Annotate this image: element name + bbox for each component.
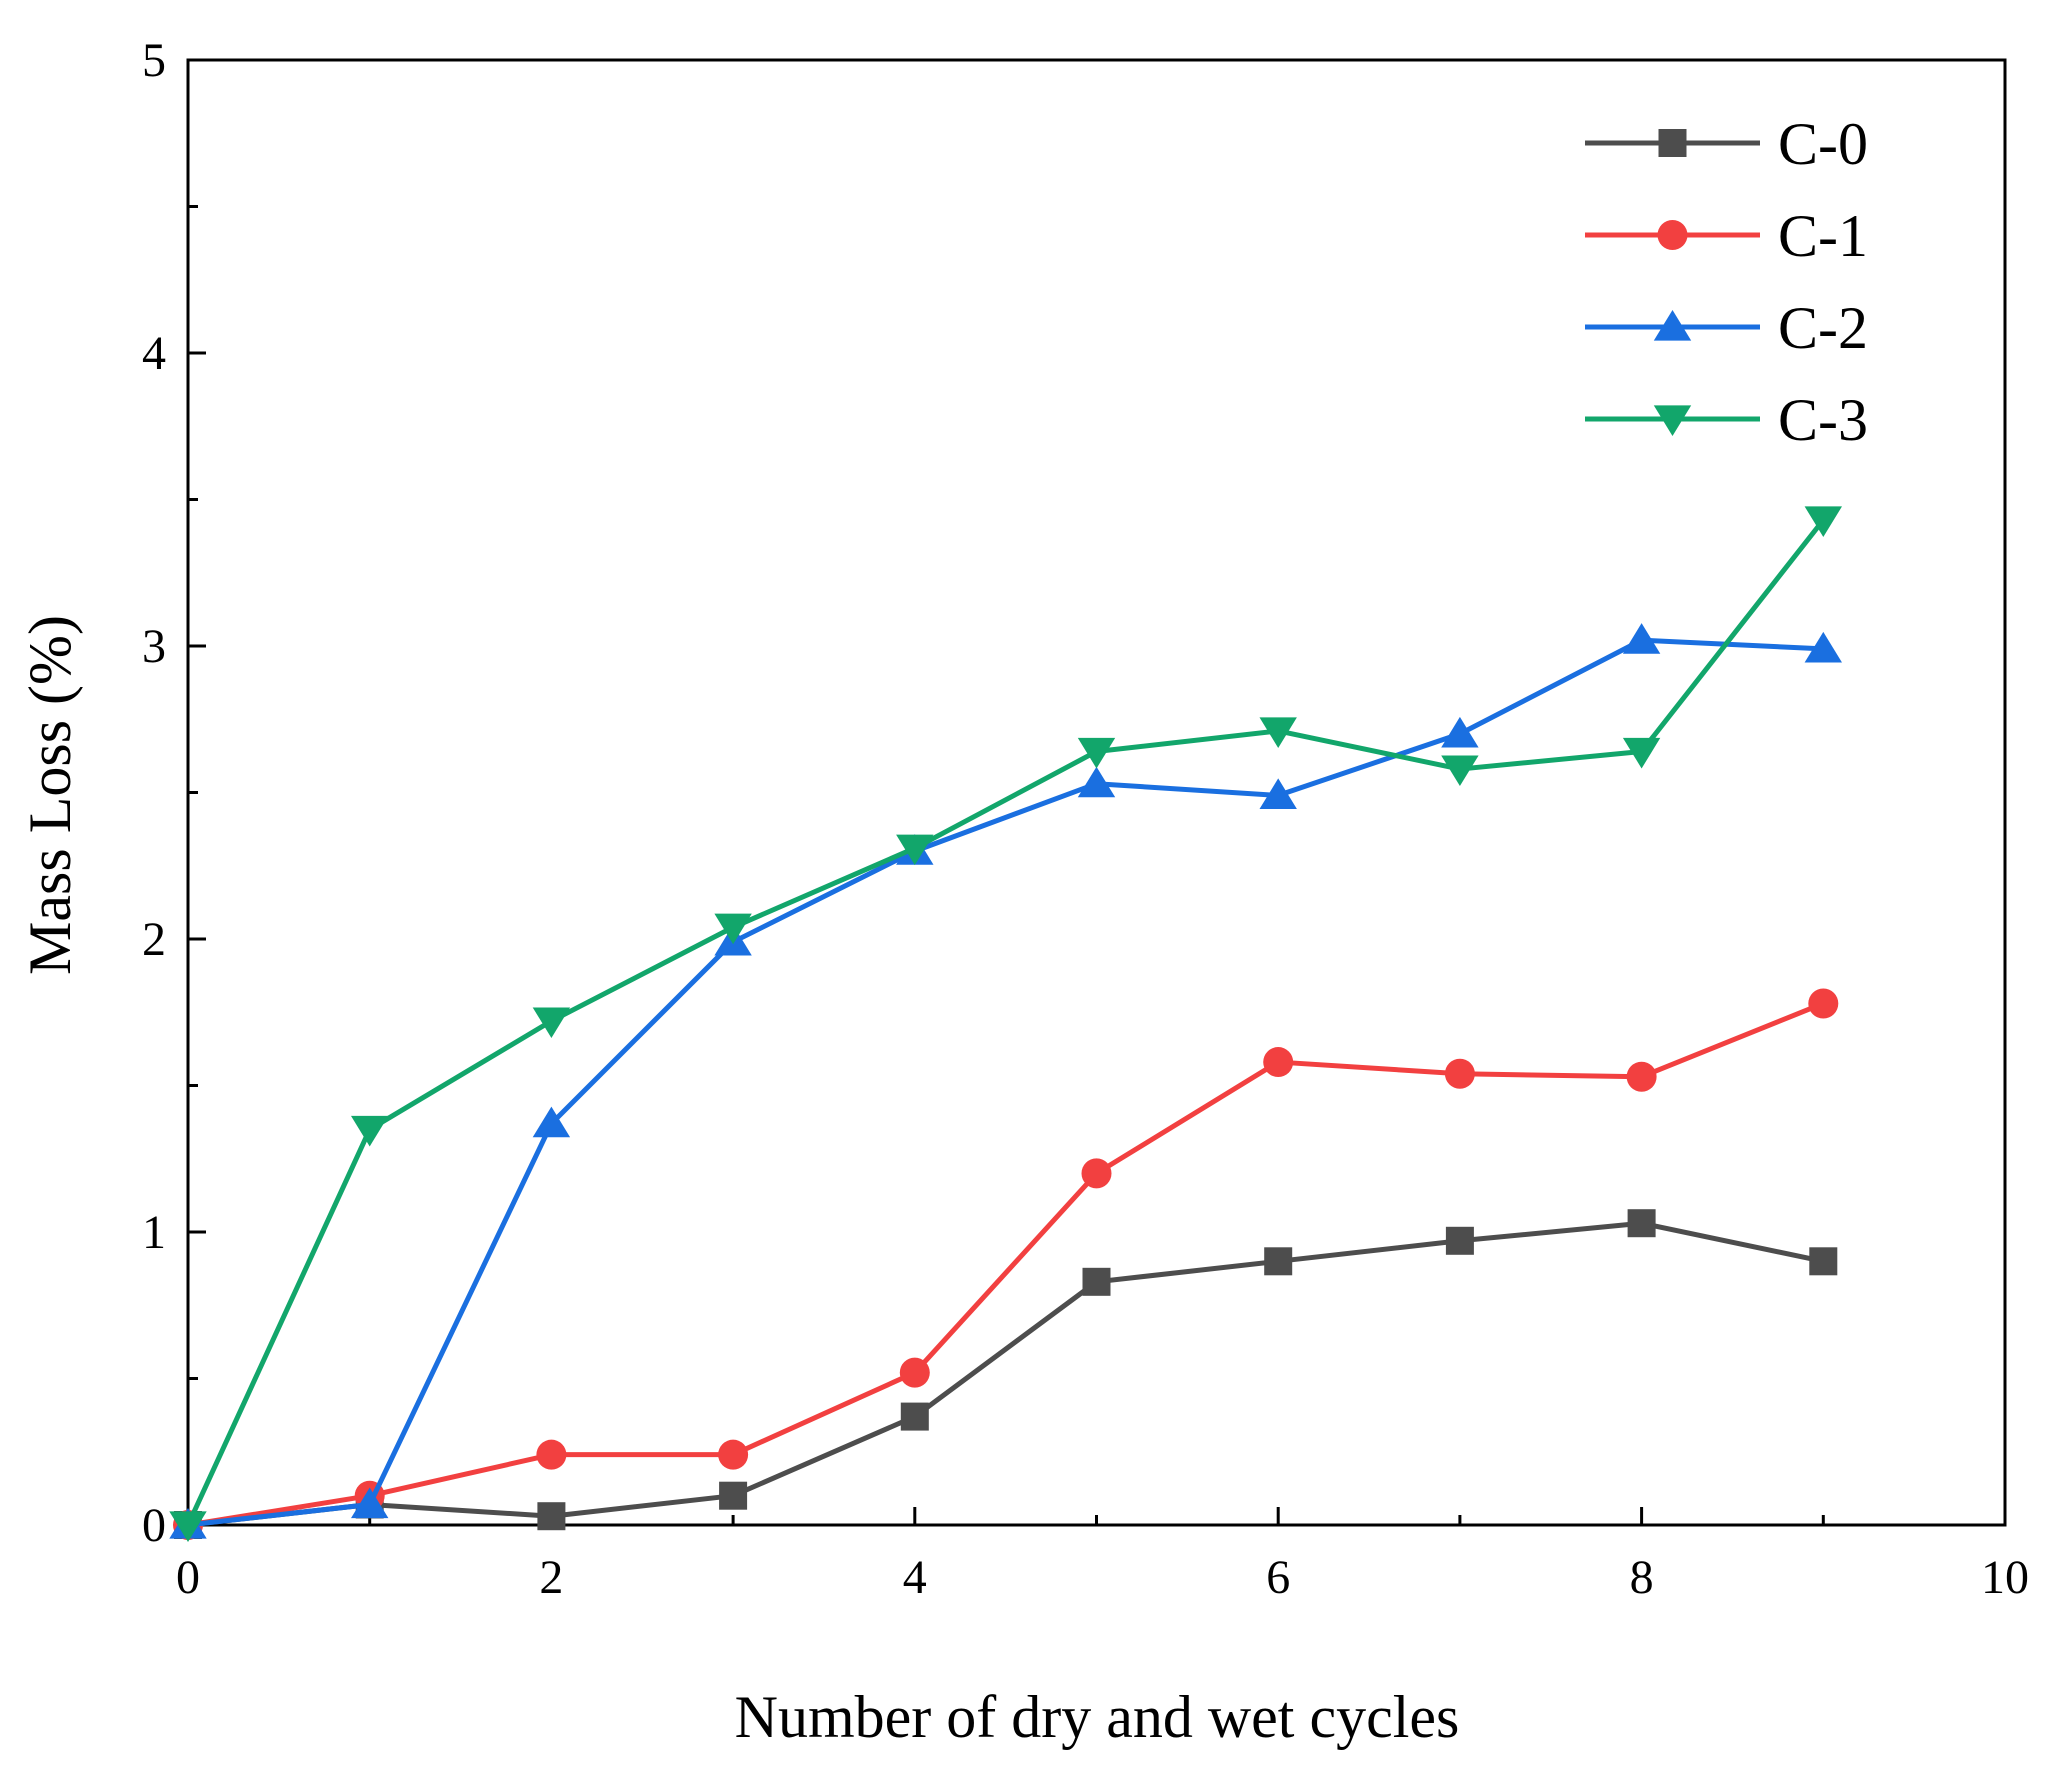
data-point	[532, 1106, 571, 1138]
data-point	[1444, 1058, 1475, 1089]
data-point	[1441, 755, 1479, 787]
series-layer	[169, 506, 1842, 1542]
data-point	[1259, 717, 1297, 748]
data-point	[537, 1502, 566, 1531]
x-tick-label: 2	[539, 1551, 563, 1604]
x-tick-label: 10	[1981, 1551, 2029, 1604]
data-point	[1264, 1247, 1293, 1276]
plot-area: 0 2 4 6 8 10 0 1 2 3 4 5	[142, 34, 2029, 1604]
data-point	[536, 1439, 567, 1470]
series-line	[187, 1001, 1825, 1528]
y-axis-title: Mass Loss (%)	[17, 615, 83, 975]
data-point	[1804, 631, 1842, 663]
data-point	[169, 1511, 207, 1542]
data-point	[1441, 716, 1479, 748]
legend-item-c-2: C-2	[1585, 295, 1868, 361]
data-point	[899, 1357, 930, 1388]
data-point	[1259, 778, 1297, 810]
data-point	[1808, 988, 1839, 1019]
data-point	[900, 1402, 929, 1431]
data-point	[1263, 1047, 1294, 1078]
series-c-1	[173, 988, 1839, 1540]
data-point	[1081, 1158, 1112, 1189]
data-point	[1077, 737, 1116, 769]
data-point	[1626, 1061, 1657, 1092]
data-point	[1804, 506, 1842, 538]
data-point	[351, 1487, 389, 1519]
y-tick-label: 0	[142, 1499, 166, 1552]
legend-marker	[1653, 405, 1692, 436]
data-point	[351, 1115, 389, 1147]
series-c-0	[174, 1209, 1838, 1539]
legend-marker	[1657, 220, 1688, 250]
data-point	[1622, 623, 1661, 654]
data-point	[532, 1007, 571, 1039]
series-c-3	[169, 506, 1842, 1542]
legend-item-c-1: C-1	[1585, 203, 1868, 269]
data-point	[1077, 766, 1116, 798]
series-c-2	[169, 623, 1842, 1539]
legend-item-c-3: C-3	[1585, 387, 1868, 453]
legend-label: C-3	[1778, 387, 1868, 453]
legend-marker	[1658, 129, 1687, 157]
data-point	[1445, 1226, 1474, 1255]
legend-item-c-0: C-0	[1585, 111, 1868, 177]
legend-label: C-0	[1778, 111, 1868, 177]
data-point	[1082, 1267, 1111, 1296]
legend-marker	[1653, 310, 1692, 341]
data-point	[1627, 1209, 1656, 1238]
data-point	[714, 913, 752, 945]
y-tick-label: 2	[142, 913, 166, 966]
legend: C-0 C-1 C-2 C-3	[1585, 111, 1868, 453]
x-tick-label: 4	[903, 1551, 927, 1604]
series-line	[185, 518, 1826, 1527]
series-line	[187, 637, 1824, 1528]
data-point	[719, 1481, 748, 1510]
data-point	[718, 1439, 749, 1470]
legend-label: C-2	[1778, 295, 1868, 361]
y-tick-label: 1	[142, 1206, 166, 1259]
data-point	[1809, 1247, 1838, 1276]
y-tick-label: 5	[142, 34, 166, 87]
x-tick-label: 8	[1630, 1551, 1654, 1604]
data-point	[896, 834, 934, 866]
y-tick-label: 3	[142, 620, 166, 673]
x-tick-label: 0	[176, 1551, 200, 1604]
x-axis-title: Number of dry and wet cycles	[735, 1684, 1460, 1750]
data-point	[1622, 737, 1661, 769]
legend-label: C-1	[1778, 203, 1868, 269]
series-line	[187, 1220, 1824, 1528]
y-tick-label: 4	[142, 327, 166, 380]
x-tick-label: 6	[1266, 1551, 1290, 1604]
